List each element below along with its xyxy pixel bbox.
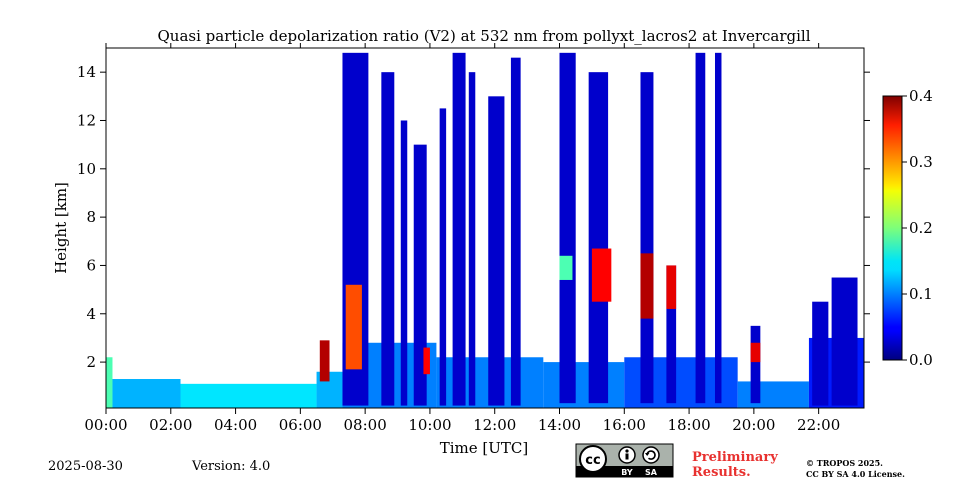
cc-license-badge: cc BY SA xyxy=(575,443,674,478)
y-tick-label-3: 8 xyxy=(86,208,96,226)
colorbar-tick-label-2: 0.2 xyxy=(909,219,933,237)
x-tick-label-11: 22:00 xyxy=(797,416,840,434)
cloud-column-15 xyxy=(750,325,761,404)
boundary-layer-segment-6 xyxy=(543,362,625,408)
preliminary-label-1: Preliminary xyxy=(692,450,778,465)
x-tick-label-1: 02:00 xyxy=(149,416,192,434)
copyright-line-1: © TROPOS 2025. xyxy=(806,458,883,468)
copyright-line-2: CC BY SA 4.0 License. xyxy=(806,469,905,479)
svg-text:cc: cc xyxy=(585,453,600,468)
sa-share-icon xyxy=(642,446,660,464)
y-tick-label-5: 12 xyxy=(77,111,96,129)
cloud-column-2 xyxy=(400,120,408,406)
x-tick-label-9: 18:00 xyxy=(667,416,710,434)
x-tick-label-6: 12:00 xyxy=(473,416,516,434)
high-depol-feature-5 xyxy=(559,255,573,280)
plot-background xyxy=(106,48,864,408)
colorbar-ticks: 0.0 0.1 0.2 0.3 0.4 xyxy=(902,87,933,369)
x-axis-label: Time [UTC] xyxy=(440,439,529,457)
high-depol-feature-1 xyxy=(319,340,330,382)
footer-version: Version: 4.0 xyxy=(191,459,270,474)
high-depol-feature-7 xyxy=(750,342,761,363)
colorbar-gradient xyxy=(882,95,903,361)
cloud-column-12 xyxy=(666,265,677,404)
x-tick-label-4: 08:00 xyxy=(344,416,387,434)
high-depol-feature-2 xyxy=(591,248,612,302)
x-tick-label-5: 10:00 xyxy=(408,416,451,434)
cloud-column-3 xyxy=(413,144,427,406)
y-axis: 2 4 6 8 10 12 14 xyxy=(77,63,870,371)
y-tick-label-4: 10 xyxy=(77,160,96,178)
boundary-layer-segment-8 xyxy=(737,381,809,408)
y-tick-label-6: 14 xyxy=(77,63,96,81)
cloud-column-11 xyxy=(640,72,654,404)
cc-sa-label: SA xyxy=(645,468,658,477)
footer-date: 2025-08-30 xyxy=(48,459,123,474)
cc-icon xyxy=(579,445,607,473)
cloud-column-5 xyxy=(452,52,466,406)
preliminary-label-2: Results. xyxy=(692,465,751,480)
cloud-column-9 xyxy=(559,52,576,404)
colorbar-tick-label-0: 0.0 xyxy=(909,351,933,369)
cloud-column-14 xyxy=(714,52,722,404)
colorbar-tick-label-1: 0.1 xyxy=(909,285,933,303)
chart-title: Quasi particle depolarization ratio (V2)… xyxy=(157,27,810,45)
high-depol-feature-0 xyxy=(345,284,362,370)
x-tick-label-10: 20:00 xyxy=(732,416,775,434)
colorbar-tick-label-4: 0.4 xyxy=(909,87,933,105)
heatmap-area xyxy=(105,47,865,409)
cloud-column-8 xyxy=(510,57,521,406)
cloud-column-17 xyxy=(831,277,858,406)
boundary-layer-segment-1 xyxy=(112,379,181,408)
cloud-columns-group xyxy=(342,52,858,406)
y-tick-label-0: 2 xyxy=(86,353,96,371)
cloud-column-10 xyxy=(588,72,609,404)
x-tick-label-8: 16:00 xyxy=(603,416,646,434)
x-axis: 00:00 02:00 04:00 06:00 08:00 10:00 12:00 14:00… xyxy=(84,43,840,434)
high-depol-feature-6 xyxy=(423,347,430,375)
boundary-layer-segment-0 xyxy=(106,357,113,408)
x-tick-label-7: 14:00 xyxy=(538,416,581,434)
cloud-column-16 xyxy=(812,301,829,406)
y-axis-label: Height [km] xyxy=(52,182,70,274)
cloud-column-4 xyxy=(439,108,447,406)
cloud-column-7 xyxy=(488,96,505,406)
x-tick-label-3: 06:00 xyxy=(279,416,322,434)
cloud-column-1 xyxy=(381,72,395,406)
colorbar: 0.0 0.1 0.2 0.3 0.4 xyxy=(882,87,933,369)
high-depol-feature-3 xyxy=(640,253,654,319)
x-tick-label-0: 00:00 xyxy=(84,416,127,434)
colorbar-tick-label-3: 0.3 xyxy=(909,153,933,171)
cloud-column-13 xyxy=(695,52,706,404)
cloud-column-6 xyxy=(468,72,476,406)
boundary-layer-segment-2 xyxy=(180,383,317,408)
high-depol-group xyxy=(319,248,761,382)
cc-by-label: BY xyxy=(621,468,633,477)
y-tick-label-2: 6 xyxy=(86,256,96,274)
y-tick-label-1: 4 xyxy=(86,305,96,323)
x-tick-label-2: 04:00 xyxy=(214,416,257,434)
plot-frame xyxy=(105,47,865,409)
high-depol-feature-4 xyxy=(666,265,677,309)
